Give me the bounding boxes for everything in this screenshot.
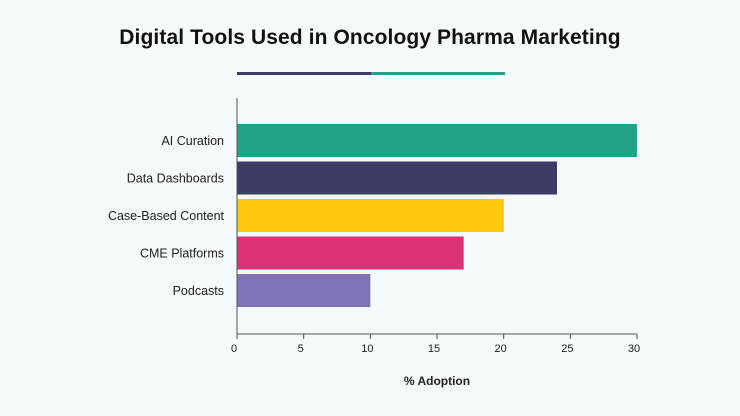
bar-ai-curation xyxy=(237,124,637,157)
x-tick-label: 25 xyxy=(561,343,573,355)
title-accent-right xyxy=(371,72,505,75)
bar-podcasts xyxy=(237,274,371,307)
x-tick-label: 20 xyxy=(495,343,507,355)
bar-case-based-content xyxy=(237,199,504,232)
x-tick-label: 5 xyxy=(298,343,304,355)
category-label: Data Dashboards xyxy=(127,172,224,186)
x-tick-label: 15 xyxy=(428,343,440,355)
x-tick-label: 0 xyxy=(231,343,237,355)
category-label: Case-Based Content xyxy=(108,209,225,223)
category-label: AI Curation xyxy=(161,134,224,148)
bar-cme-platforms xyxy=(237,236,464,270)
chart-title: Digital Tools Used in Oncology Pharma Ma… xyxy=(119,26,621,49)
bar-data-dashboards xyxy=(237,161,557,195)
x-tick-label: 10 xyxy=(361,343,373,355)
x-tick-label: 30 xyxy=(628,343,640,355)
x-axis-title: % Adoption xyxy=(404,374,470,388)
title-accent-left xyxy=(237,72,371,75)
category-label: CME Platforms xyxy=(140,247,224,261)
category-label: Podcasts xyxy=(173,284,224,298)
